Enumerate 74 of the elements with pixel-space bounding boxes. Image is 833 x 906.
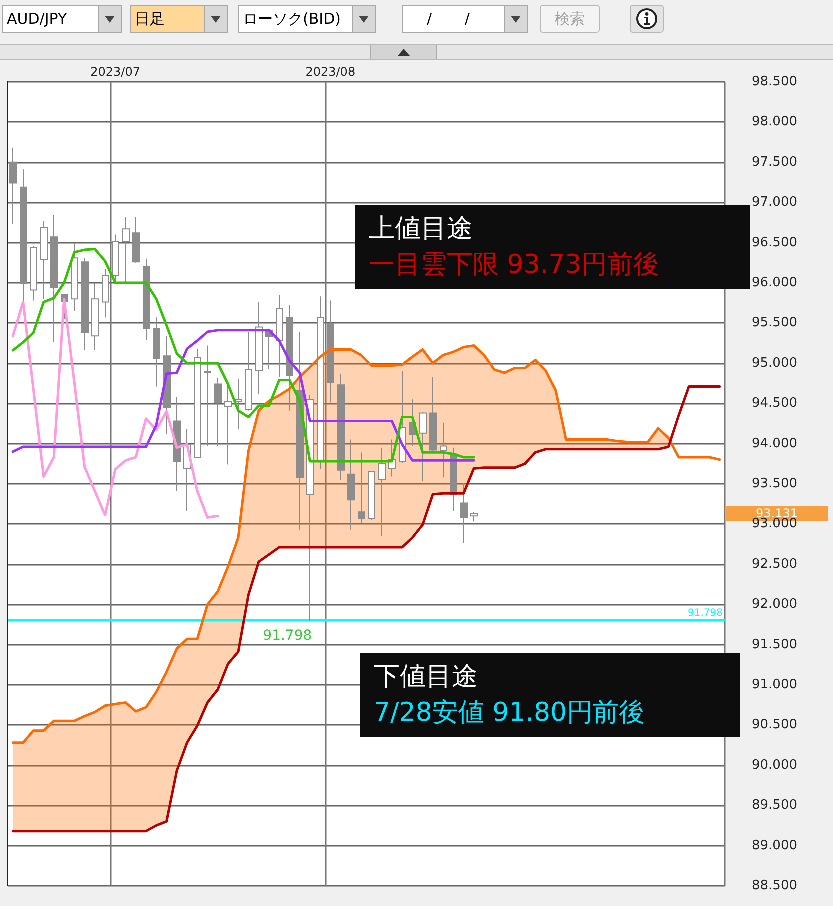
y-tick-label: 96.000: [752, 276, 798, 290]
annotation: 一目雲下限 93.73円前後: [369, 249, 661, 282]
candlestick: [194, 348, 201, 458]
y-tick-label: 92.500: [752, 556, 798, 572]
candlestick: [204, 345, 211, 447]
y-tick-label: 89.000: [752, 838, 798, 854]
candlestick: [20, 169, 27, 303]
candlestick: [429, 376, 437, 452]
line-series: [12, 248, 476, 463]
candlestick: [71, 243, 78, 312]
y-tick-label: 90.500: [752, 718, 798, 733]
y-tick-label: 95.000: [752, 356, 798, 371]
y-tick-label: 89.500: [752, 798, 798, 814]
candlestick: [245, 332, 252, 412]
annotation: 下値目途: [374, 661, 479, 694]
candlestick: [224, 385, 232, 466]
candlestick: [317, 296, 324, 470]
y-tick-label: 98.500: [752, 74, 798, 90]
search-button: 検索: [540, 5, 600, 33]
x-tick-label: 2023/08: [306, 65, 356, 79]
candlestick: [112, 234, 119, 284]
candlestick: [255, 302, 263, 394]
candlestick: [337, 373, 345, 480]
candlestick: [143, 258, 150, 341]
candlestick: [460, 482, 468, 544]
candlestick: [368, 470, 375, 521]
candlestick: [276, 294, 283, 378]
candlestick: [153, 317, 160, 388]
line-series: [12, 298, 220, 520]
candlestick: [30, 246, 37, 302]
candlestick: [470, 512, 478, 522]
annotation: 7/28安値 91.80円前後: [374, 697, 646, 730]
y-tick-label: 95.500: [752, 316, 798, 331]
y-tick-label: 94.000: [752, 436, 798, 452]
y-tick-label: 98.000: [752, 114, 798, 130]
candlestick: [132, 216, 140, 264]
ref-line-label: 91.798: [688, 608, 723, 620]
candlestick: [81, 258, 89, 352]
annotation: 上値目途: [369, 213, 474, 246]
text-box: 下値目途 7/28安値 91.80円前後: [360, 653, 740, 737]
candlestick: [214, 377, 222, 447]
y-tick-label: 91.500: [752, 637, 798, 652]
candlestick: [9, 147, 17, 225]
y-tick-label: 96.500: [752, 235, 798, 250]
annotation: 91.798: [263, 628, 312, 644]
line-series: [12, 344, 722, 744]
x-tick-label: 2023/07: [90, 65, 140, 79]
candlestick: [440, 422, 447, 478]
candlestick: [102, 268, 109, 318]
period-dropdown: 日足: [130, 5, 228, 33]
text-box: 上値目途 一目雲下限 93.73円前後: [355, 205, 750, 289]
candlestick: [122, 216, 130, 284]
candlestick: [378, 447, 386, 537]
y-tick-label: 97.500: [752, 154, 798, 170]
candlestick: [286, 305, 293, 412]
chart-kind-dropdown: ローソク(BID): [238, 5, 376, 33]
candlestick: [40, 220, 48, 300]
candlestick: [91, 282, 99, 352]
y-tick-label: 90.000: [752, 758, 798, 773]
pair-dropdown: AUD/JPY: [2, 5, 122, 33]
candlestick: [235, 378, 242, 430]
y-tick-label: 94.500: [752, 396, 798, 412]
y-tick-label: 97.000: [752, 195, 798, 210]
candlestick: [347, 439, 355, 530]
candlestick: [50, 214, 58, 343]
y-tick-label: 88.500: [752, 878, 798, 894]
candlestick: [327, 300, 334, 404]
candlestick: [358, 452, 365, 524]
line-series: [12, 329, 476, 462]
y-tick-label: 91.000: [752, 678, 798, 692]
y-tick-label: 93.500: [752, 476, 798, 492]
y-tick-label: 92.000: [752, 597, 798, 612]
date-field: / /: [402, 5, 528, 33]
candlestick: [419, 412, 427, 482]
